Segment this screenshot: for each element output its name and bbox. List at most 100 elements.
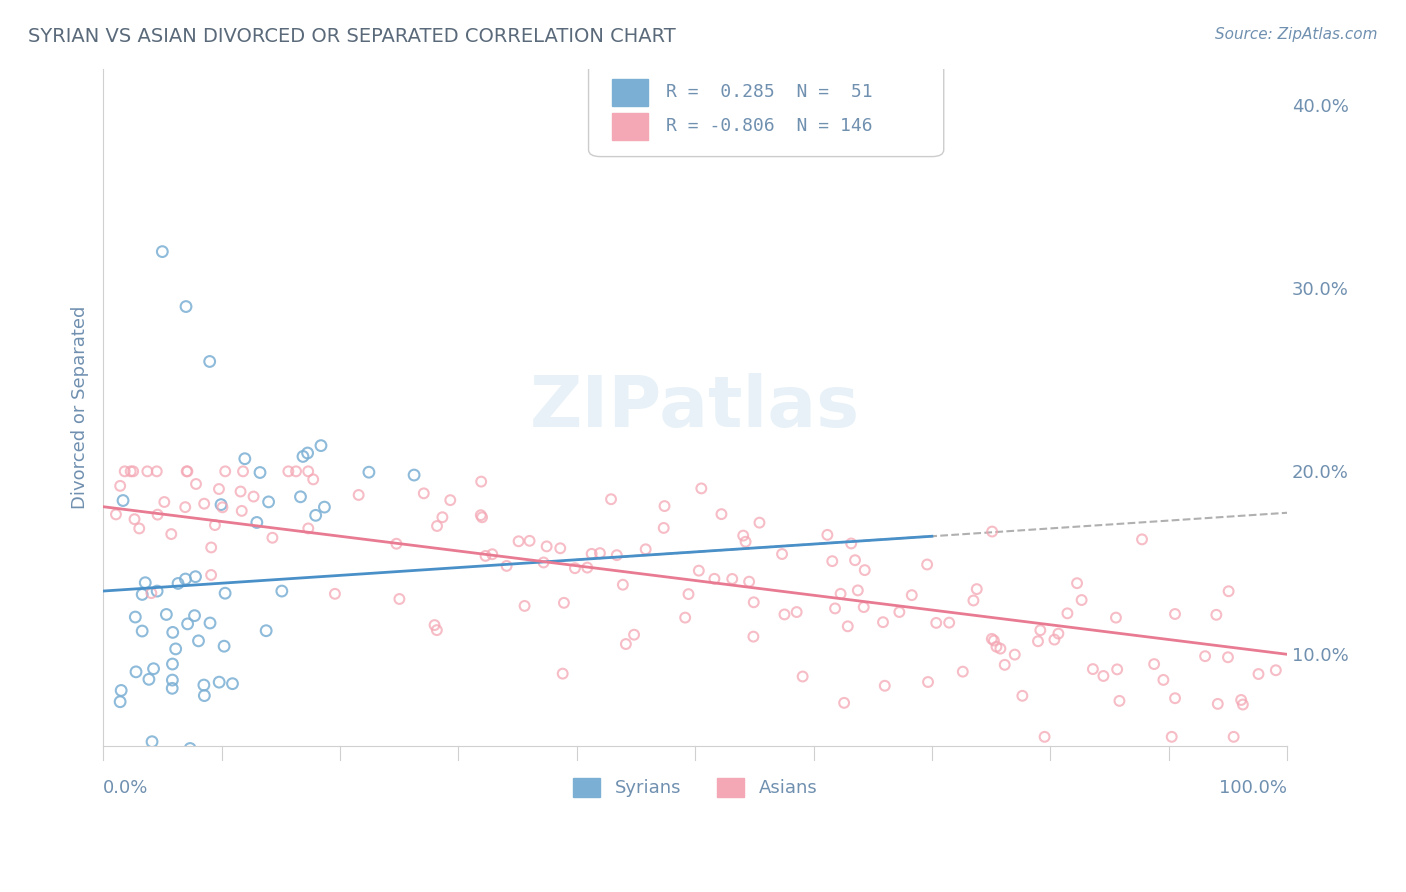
Point <box>652 521 675 535</box>
Point <box>309 439 332 453</box>
Point <box>165 641 187 656</box>
Point <box>297 521 319 535</box>
Point <box>426 623 449 637</box>
Point <box>1026 634 1049 648</box>
Point <box>232 464 254 478</box>
Point <box>176 464 198 478</box>
Point <box>1194 649 1216 664</box>
Point <box>204 518 226 533</box>
Legend: Syrians, Asians: Syrians, Asians <box>565 771 824 805</box>
Point <box>146 508 169 522</box>
Point <box>214 464 236 478</box>
Point <box>104 508 127 522</box>
Point <box>150 244 173 259</box>
Point <box>193 497 215 511</box>
Y-axis label: Divorced or Separated: Divorced or Separated <box>72 306 89 509</box>
Point <box>155 607 177 622</box>
Point <box>385 537 408 551</box>
Point <box>277 464 299 478</box>
Point <box>200 568 222 582</box>
FancyBboxPatch shape <box>612 78 648 106</box>
Point <box>198 354 221 368</box>
FancyBboxPatch shape <box>589 62 943 157</box>
Point <box>108 695 131 709</box>
Point <box>131 587 153 601</box>
Point <box>187 633 209 648</box>
Point <box>994 657 1017 672</box>
Point <box>323 587 346 601</box>
Text: 0.0%: 0.0% <box>103 780 149 797</box>
Point <box>174 572 197 586</box>
Point <box>162 673 184 687</box>
Point <box>423 618 446 632</box>
Point <box>184 569 207 583</box>
Point <box>108 479 131 493</box>
Point <box>623 628 645 642</box>
Point <box>738 574 761 589</box>
Point <box>962 593 984 607</box>
Point <box>214 586 236 600</box>
Point <box>174 500 197 515</box>
Point <box>262 531 284 545</box>
Point <box>710 507 733 521</box>
Point <box>229 484 252 499</box>
Point <box>548 541 571 556</box>
Text: Source: ZipAtlas.com: Source: ZipAtlas.com <box>1215 27 1378 42</box>
Point <box>938 615 960 630</box>
Point <box>1160 730 1182 744</box>
Point <box>193 689 215 703</box>
Point <box>1107 662 1129 676</box>
Point <box>470 475 492 489</box>
Point <box>733 528 755 542</box>
Point <box>141 735 163 749</box>
Point <box>160 527 183 541</box>
Point <box>291 450 314 464</box>
Point <box>872 615 894 630</box>
Point <box>257 495 280 509</box>
Point <box>1218 584 1240 599</box>
Point <box>844 553 866 567</box>
Point <box>654 499 676 513</box>
Point <box>673 610 696 624</box>
Point <box>688 564 710 578</box>
Text: R =  0.285  N =  51: R = 0.285 N = 51 <box>665 83 872 101</box>
Point <box>1029 624 1052 638</box>
Point <box>114 464 136 478</box>
Point <box>426 519 449 533</box>
Point <box>576 560 599 574</box>
Point <box>889 605 911 619</box>
Point <box>1011 689 1033 703</box>
Point <box>347 488 370 502</box>
Point <box>481 547 503 561</box>
Point <box>128 521 150 535</box>
Point <box>553 596 575 610</box>
Point <box>134 776 156 790</box>
Point <box>305 508 328 523</box>
Point <box>1152 673 1174 687</box>
Point <box>184 477 207 491</box>
Point <box>1043 632 1066 647</box>
Point <box>470 508 492 523</box>
Point <box>824 601 846 615</box>
Point <box>792 669 814 683</box>
Point <box>124 610 146 624</box>
Point <box>1033 730 1056 744</box>
Point <box>846 583 869 598</box>
Point <box>212 639 235 653</box>
Point <box>162 657 184 671</box>
Point <box>471 510 494 524</box>
Point <box>581 547 603 561</box>
Point <box>122 464 145 478</box>
Point <box>211 500 233 515</box>
Point <box>160 681 183 696</box>
Point <box>1066 576 1088 591</box>
Point <box>285 464 308 478</box>
Point <box>1247 667 1270 681</box>
Text: ZIPatlas: ZIPatlas <box>530 373 860 442</box>
Point <box>986 640 1008 654</box>
Point <box>513 599 536 613</box>
FancyBboxPatch shape <box>612 112 648 140</box>
Point <box>432 510 454 524</box>
Point <box>208 482 231 496</box>
Point <box>917 675 939 690</box>
